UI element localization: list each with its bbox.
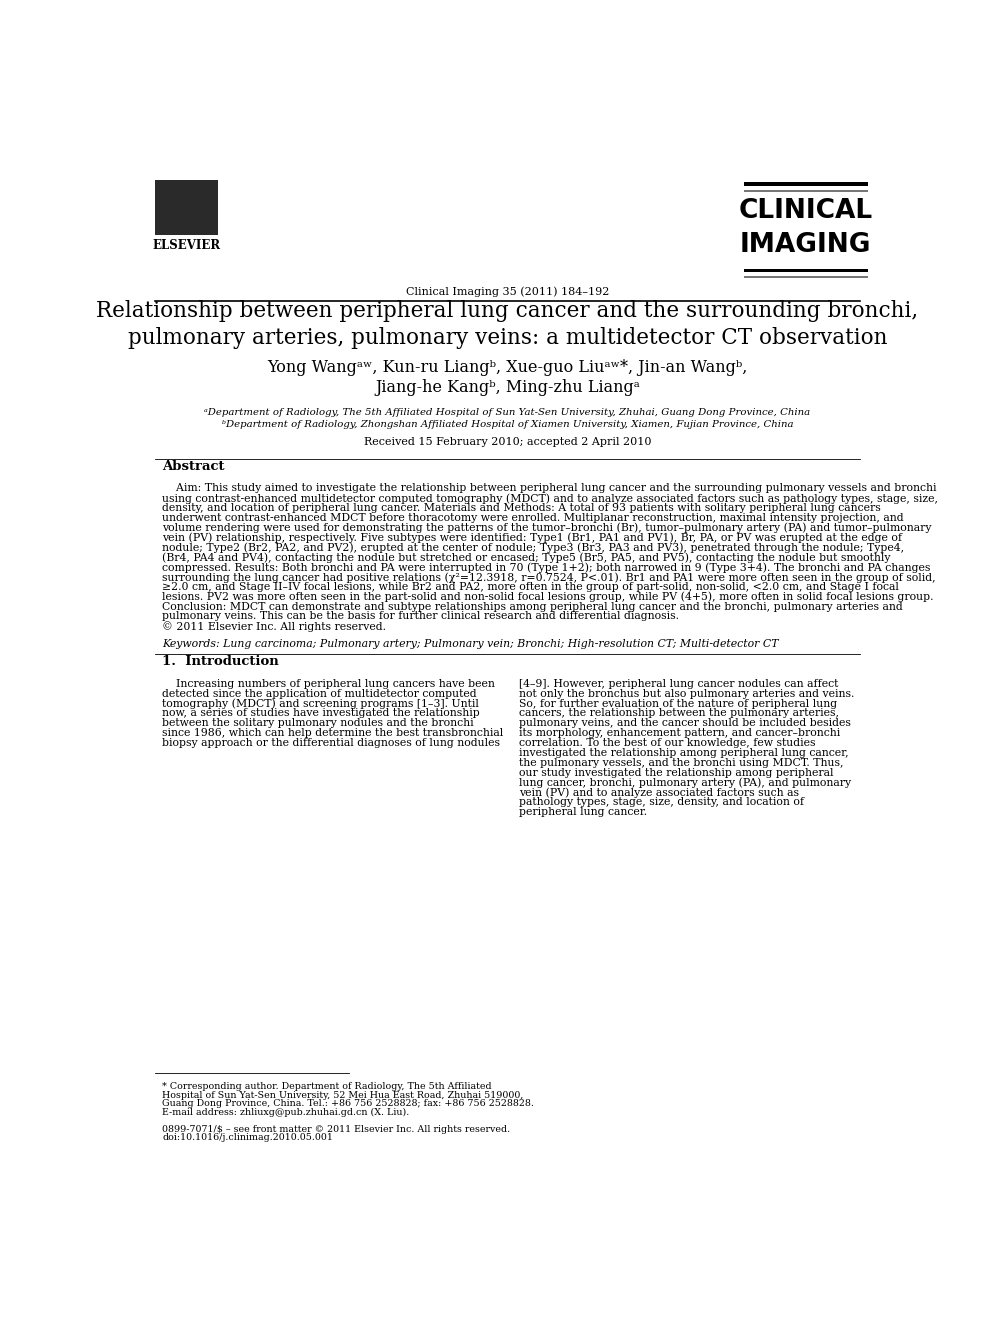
Bar	[743, 190, 868, 191]
Text: now, a series of studies have investigated the relationship: now, a series of studies have investigat…	[162, 709, 480, 718]
Text: Yong Wangᵃʷ, Kun-ru Liangᵇ, Xue-guo Liuᵃʷ*, Jin-an Wangᵇ,: Yong Wangᵃʷ, Kun-ru Liangᵇ, Xue-guo Liuᵃ…	[267, 359, 747, 376]
Text: correlation. To the best of our knowledge, few studies: correlation. To the best of our knowledg…	[519, 738, 816, 748]
Text: ᵃDepartment of Radiology, The 5th Affiliated Hospital of Sun Yat-Sen University,: ᵃDepartment of Radiology, The 5th Affili…	[204, 408, 811, 417]
Text: biopsy approach or the differential diagnoses of lung nodules: biopsy approach or the differential diag…	[162, 738, 501, 748]
Text: ≥2.0 cm, and Stage II–IV focal lesions, while Br2 and PA2, more often in the gro: ≥2.0 cm, and Stage II–IV focal lesions, …	[162, 582, 899, 591]
Text: pathology types, stage, size, density, and location of: pathology types, stage, size, density, a…	[519, 797, 804, 808]
Text: the pulmonary vessels, and the bronchi using MDCT. Thus,: the pulmonary vessels, and the bronchi u…	[519, 758, 843, 768]
Text: our study investigated the relationship among peripheral: our study investigated the relationship …	[519, 768, 834, 777]
Text: ᵇDepartment of Radiology, Zhongshan Affiliated Hospital of Xiamen University, Xi: ᵇDepartment of Radiology, Zhongshan Affi…	[222, 421, 793, 429]
Text: pulmonary veins. This can be the basis for further clinical research and differe: pulmonary veins. This can be the basis f…	[162, 611, 679, 622]
Text: CLINICAL: CLINICAL	[739, 198, 873, 224]
Bar	[743, 268, 868, 272]
Text: 1.  Introduction: 1. Introduction	[162, 655, 279, 668]
Text: vein (PV) relationship, respectively. Five subtypes were identified: Type1 (Br1,: vein (PV) relationship, respectively. Fi…	[162, 533, 903, 544]
Text: doi:10.1016/j.clinimag.2010.05.001: doi:10.1016/j.clinimag.2010.05.001	[162, 1133, 334, 1142]
Text: density, and location of peripheral lung cancer. Materials and Methods: A total : density, and location of peripheral lung…	[162, 503, 881, 513]
Text: underwent contrast-enhanced MDCT before thoracotomy were enrolled. Multiplanar r: underwent contrast-enhanced MDCT before …	[162, 513, 904, 523]
Text: cancers, the relationship between the pulmonary arteries,: cancers, the relationship between the pu…	[519, 709, 839, 718]
Text: Hospital of Sun Yat-Sen University, 52 Mei Hua East Road, Zhuhai 519000,: Hospital of Sun Yat-Sen University, 52 M…	[162, 1090, 524, 1100]
Text: Relationship between peripheral lung cancer and the surrounding bronchi,: Relationship between peripheral lung can…	[96, 300, 919, 322]
Text: Keywords: Lung carcinoma; Pulmonary artery; Pulmonary vein; Bronchi; High-resolu: Keywords: Lung carcinoma; Pulmonary arte…	[162, 639, 779, 649]
Text: pulmonary arteries, pulmonary veins: a multidetector CT observation: pulmonary arteries, pulmonary veins: a m…	[128, 327, 887, 350]
Text: E-mail address: zhliuxg@pub.zhuhai.gd.cn (X. Liu).: E-mail address: zhliuxg@pub.zhuhai.gd.cn…	[162, 1107, 410, 1117]
Bar	[743, 276, 868, 277]
Text: * Corresponding author. Department of Radiology, The 5th Affiliated: * Corresponding author. Department of Ra…	[162, 1082, 492, 1092]
Text: [4–9]. However, peripheral lung cancer nodules can affect: [4–9]. However, peripheral lung cancer n…	[519, 678, 839, 689]
Text: its morphology, enhancement pattern, and cancer–bronchi: its morphology, enhancement pattern, and…	[519, 729, 841, 738]
Text: compressed. Results: Both bronchi and PA were interrupted in 70 (Type 1+2); both: compressed. Results: Both bronchi and PA…	[162, 562, 931, 573]
Text: Clinical Imaging 35 (2011) 184–192: Clinical Imaging 35 (2011) 184–192	[406, 286, 609, 297]
Bar	[743, 182, 868, 186]
Text: Increasing numbers of peripheral lung cancers have been: Increasing numbers of peripheral lung ca…	[162, 678, 495, 689]
Text: pulmonary veins, and the cancer should be included besides: pulmonary veins, and the cancer should b…	[519, 718, 850, 729]
Text: investigated the relationship among peripheral lung cancer,: investigated the relationship among peri…	[519, 748, 848, 758]
Text: IMAGING: IMAGING	[740, 231, 871, 257]
Text: volume rendering were used for demonstrating the patterns of the tumor–bronchi (: volume rendering were used for demonstra…	[162, 523, 932, 533]
Text: (Br4, PA4 and PV4), contacting the nodule but stretched or encased; Type5 (Br5, : (Br4, PA4 and PV4), contacting the nodul…	[162, 552, 891, 562]
Text: since 1986, which can help determine the best transbronchial: since 1986, which can help determine the…	[162, 729, 504, 738]
Bar	[154, 180, 219, 235]
Text: not only the bronchus but also pulmonary arteries and veins.: not only the bronchus but also pulmonary…	[519, 689, 854, 698]
Text: detected since the application of multidetector computed: detected since the application of multid…	[162, 689, 477, 698]
Text: lesions. PV2 was more often seen in the part-solid and non-solid focal lesions g: lesions. PV2 was more often seen in the …	[162, 591, 934, 602]
Text: using contrast-enhanced multidetector computed tomography (MDCT) and to analyze : using contrast-enhanced multidetector co…	[162, 494, 939, 504]
Text: So, for further evaluation of the nature of peripheral lung: So, for further evaluation of the nature…	[519, 698, 838, 709]
Text: vein (PV) and to analyze associated factors such as: vein (PV) and to analyze associated fact…	[519, 787, 799, 797]
Text: between the solitary pulmonary nodules and the bronchi: between the solitary pulmonary nodules a…	[162, 718, 474, 729]
Text: surrounding the lung cancer had positive relations (χ²=12.3918, r=0.7524, P<.01): surrounding the lung cancer had positive…	[162, 572, 937, 582]
Text: Conclusion: MDCT can demonstrate and subtype relationships among peripheral lung: Conclusion: MDCT can demonstrate and sub…	[162, 602, 903, 611]
Text: Received 15 February 2010; accepted 2 April 2010: Received 15 February 2010; accepted 2 Ap…	[363, 437, 651, 447]
Text: Abstract: Abstract	[162, 459, 225, 473]
Text: ELSEVIER: ELSEVIER	[152, 239, 221, 252]
Text: lung cancer, bronchi, pulmonary artery (PA), and pulmonary: lung cancer, bronchi, pulmonary artery (…	[519, 777, 851, 788]
Text: © 2011 Elsevier Inc. All rights reserved.: © 2011 Elsevier Inc. All rights reserved…	[162, 622, 386, 632]
Text: 0899-7071/$ – see front matter © 2011 Elsevier Inc. All rights reserved.: 0899-7071/$ – see front matter © 2011 El…	[162, 1125, 511, 1134]
Text: tomography (MDCT) and screening programs [1–3]. Until: tomography (MDCT) and screening programs…	[162, 698, 479, 709]
Text: Aim: This study aimed to investigate the relationship between peripheral lung ca: Aim: This study aimed to investigate the…	[162, 483, 937, 494]
Text: nodule; Type2 (Br2, PA2, and PV2), erupted at the center of nodule; Type3 (Br3, : nodule; Type2 (Br2, PA2, and PV2), erupt…	[162, 543, 905, 553]
Text: Jiang-he Kangᵇ, Ming-zhu Liangᵃ: Jiang-he Kangᵇ, Ming-zhu Liangᵃ	[375, 379, 640, 396]
Text: peripheral lung cancer.: peripheral lung cancer.	[519, 807, 647, 817]
Text: Guang Dong Province, China. Tel.: +86 756 2528828; fax: +86 756 2528828.: Guang Dong Province, China. Tel.: +86 75…	[162, 1100, 535, 1109]
